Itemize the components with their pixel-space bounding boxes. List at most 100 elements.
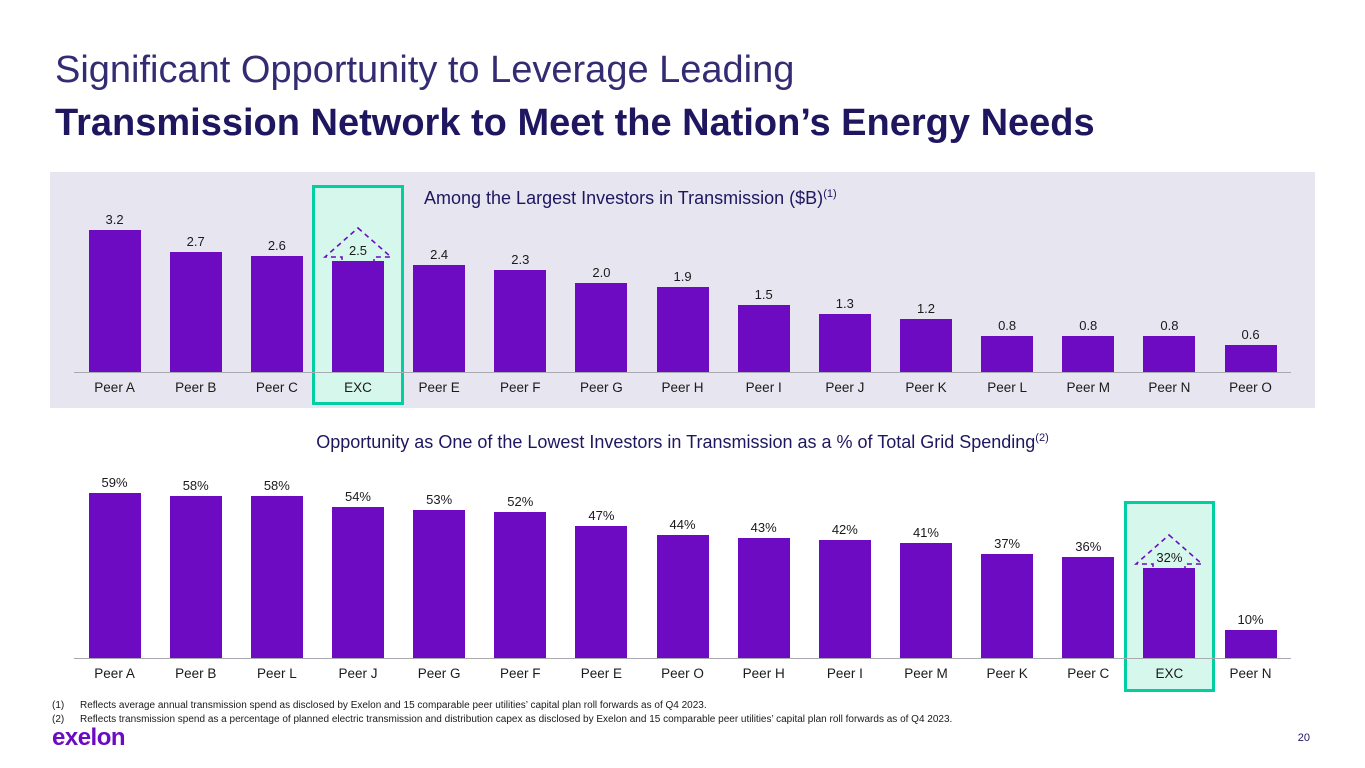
bar-peer-l: [981, 336, 1034, 372]
bar-column-peer-n: 0.8 Peer N: [1128, 192, 1210, 398]
bar-value-label: 1.3: [835, 296, 854, 311]
bar-value-label: 1.2: [916, 301, 936, 316]
bar-value-label: 53%: [426, 492, 453, 507]
bar-column-peer-e: 2.4 Peer E: [398, 192, 480, 398]
bar-value-label: 36%: [1075, 539, 1102, 554]
category-label: Peer C: [1047, 658, 1129, 684]
category-label: Peer K: [885, 372, 967, 398]
bar-peer-o: [1224, 345, 1277, 372]
bar-value-label: 58%: [263, 478, 290, 493]
bar-peer-j: [331, 507, 384, 658]
bottom-chart-title-text: Opportunity as One of the Lowest Investo…: [316, 432, 1036, 452]
bar-value-label: 0.8: [1160, 318, 1179, 333]
bar-value-label: 10%: [1237, 612, 1264, 627]
category-label: EXC: [1128, 658, 1210, 684]
bar-value-label: 44%: [669, 517, 696, 532]
bottom-chart-title: Opportunity as One of the Lowest Investo…: [74, 432, 1291, 453]
bottom-chart-area: Opportunity as One of the Lowest Investo…: [50, 432, 1315, 692]
bar-peer-e: [575, 526, 628, 658]
bar-column-peer-o: 0.6 Peer O: [1209, 192, 1292, 398]
bar-peer-a: [88, 493, 141, 658]
bar-value-label: 2.0: [592, 265, 611, 280]
bar-peer-h: [656, 287, 709, 372]
bar-value-label: 2.4: [430, 247, 449, 262]
bar-peer-j: [818, 314, 871, 372]
bar-value-label: 54%: [344, 489, 371, 504]
category-label: Peer M: [1047, 372, 1129, 398]
bar-value-label: 2.6: [267, 238, 286, 253]
bar-value-label: 42%: [831, 522, 858, 537]
top-chart-footnote-ref: (1): [823, 188, 837, 200]
bar-column-peer-j: 54% Peer J: [317, 473, 399, 684]
bar-peer-n: [1224, 630, 1277, 658]
bar-column-peer-k: 1.2 Peer K: [885, 192, 967, 398]
bar-column-peer-e: 47% Peer E: [560, 473, 642, 684]
category-label: Peer B: [155, 372, 237, 398]
footnote-1-number: (1): [52, 700, 65, 711]
slide-title-line2: Transmission Network to Meet the Nation’…: [55, 101, 1095, 144]
bar-peer-b: [169, 496, 222, 658]
bar-column-peer-k: 37% Peer K: [966, 473, 1048, 684]
category-label: Peer J: [804, 372, 886, 398]
category-label: Peer C: [236, 372, 318, 398]
bar-peer-i: [818, 540, 871, 658]
slide-title-line1: Significant Opportunity to Leverage Lead…: [55, 49, 795, 91]
bar-value-label: 58%: [182, 478, 209, 493]
bar-peer-c: [1062, 557, 1115, 658]
bar-peer-g: [575, 283, 628, 372]
category-label: Peer O: [641, 658, 724, 684]
bar-column-peer-a: 59% Peer A: [74, 473, 156, 684]
bar-column-peer-m: 41% Peer M: [885, 473, 967, 684]
footnote-2: (2) Reflects transmission spend as a per…: [52, 713, 1202, 727]
category-label: Peer K: [966, 658, 1048, 684]
footnotes: (1) Reflects average annual transmission…: [52, 699, 1202, 727]
bar-value-label: 47%: [588, 508, 615, 523]
bar-value-label: 1.5: [754, 287, 773, 302]
top-chart-title-text: Among the Largest Investors in Transmiss…: [424, 188, 824, 208]
bar-column-peer-c: 2.6 Peer C: [236, 192, 318, 398]
bar-value-label: 37%: [994, 536, 1021, 551]
bar-column-peer-f: 2.3 Peer F: [479, 192, 561, 398]
bar-column-peer-l: 0.8 Peer L: [966, 192, 1048, 398]
bar-peer-i: [737, 305, 790, 372]
category-label: Peer I: [804, 658, 886, 684]
category-label: Peer G: [560, 372, 642, 398]
bar-column-exc: 2.5 EXC: [312, 185, 404, 405]
bar-peer-l: [250, 496, 303, 658]
bar-peer-a: [88, 230, 141, 372]
category-label: EXC: [317, 372, 399, 398]
bottom-chart-bars-row: 59% Peer A 58% Peer B 58% Peer L 54% Peer J 53% P…: [74, 473, 1292, 692]
category-label: Peer F: [479, 372, 561, 398]
exelon-logo: exelon: [52, 724, 126, 751]
bar-column-peer-i: 1.5 Peer I: [723, 192, 805, 398]
bar-value-label: 1.9: [673, 269, 692, 284]
footnote-1: (1) Reflects average annual transmission…: [52, 699, 1202, 713]
category-label: Peer N: [1209, 658, 1292, 684]
top-chart-panel: Among the Largest Investors in Transmiss…: [50, 172, 1315, 408]
bar-column-peer-g: 2.0 Peer G: [560, 192, 642, 398]
category-label: Peer H: [641, 372, 724, 398]
category-label: Peer A: [74, 658, 156, 684]
bar-column-peer-j: 1.3 Peer J: [804, 192, 886, 398]
bar-peer-k: [981, 554, 1034, 658]
category-label: Peer L: [966, 372, 1048, 398]
bar-value-label: 0.6: [1241, 327, 1260, 342]
bottom-chart: 59% Peer A 58% Peer B 58% Peer L 54% Peer J 53% P…: [74, 473, 1292, 692]
bar-value-label: 2.5: [348, 243, 368, 258]
bar-peer-m: [899, 543, 952, 658]
bar-value-label: 2.7: [186, 234, 205, 249]
bar-peer-h: [737, 538, 790, 658]
bar-value-label: 59%: [101, 475, 128, 490]
category-label: Peer A: [74, 372, 156, 398]
bar-column-peer-n: 10% Peer N: [1209, 473, 1292, 684]
bar-value-label: 41%: [912, 525, 939, 540]
category-label: Peer G: [398, 658, 480, 684]
bar-peer-n: [1143, 336, 1196, 372]
bar-column-peer-o: 44% Peer O: [641, 473, 724, 684]
bar-column-peer-m: 0.8 Peer M: [1047, 192, 1129, 398]
bar-peer-f: [494, 270, 547, 372]
bar-value-label: 0.8: [998, 318, 1017, 333]
category-label: Peer M: [885, 658, 967, 684]
bar-value-label: 2.3: [511, 252, 530, 267]
